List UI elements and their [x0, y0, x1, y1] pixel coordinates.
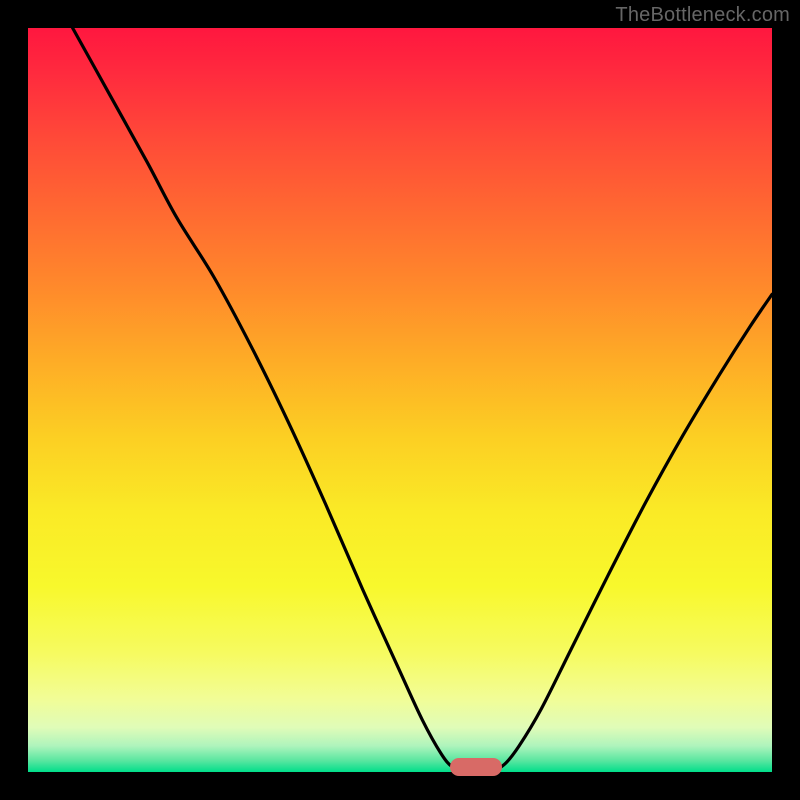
bottleneck-curve	[28, 28, 772, 772]
watermark-text: TheBottleneck.com	[615, 4, 790, 27]
plot-area	[28, 28, 772, 772]
chart-container: TheBottleneck.com	[0, 0, 800, 800]
curve-path	[73, 28, 772, 772]
minimum-marker	[450, 758, 502, 776]
